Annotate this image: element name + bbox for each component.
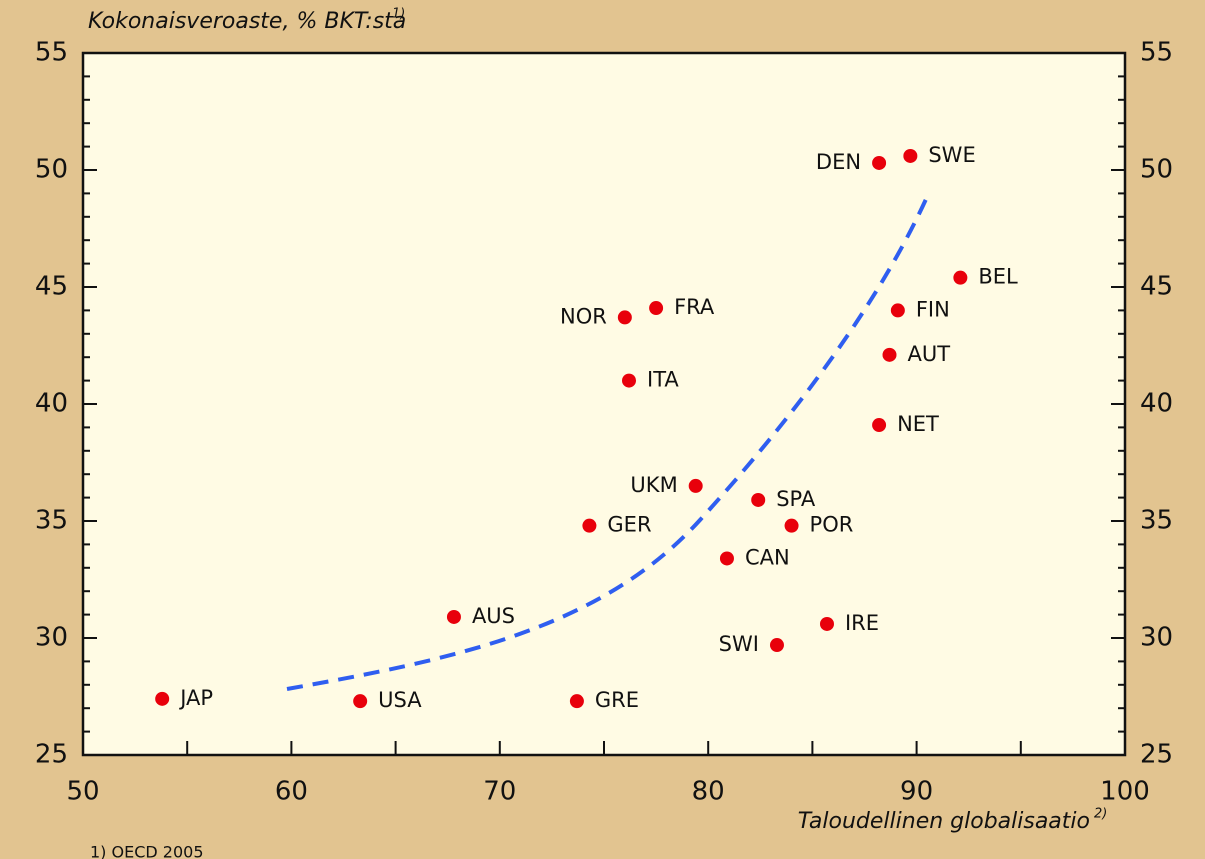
point [751, 492, 766, 507]
point [446, 609, 461, 624]
point-label: DEN [816, 150, 861, 174]
point [569, 694, 584, 709]
y-tick-label: 30 [35, 623, 68, 653]
point [719, 551, 734, 566]
x-tick-label: 100 [1100, 777, 1150, 807]
footnote: 1) OECD 2005 [90, 843, 204, 859]
trend-curve [286, 196, 929, 691]
x-tick-label: 90 [900, 777, 933, 807]
point [784, 518, 799, 533]
y2-tick-label: 45 [1140, 272, 1173, 302]
point-label: GER [607, 513, 651, 537]
y-tick-label: 40 [35, 389, 68, 419]
y-tick-label: 55 [35, 38, 68, 68]
point [890, 303, 905, 318]
y2-tick-label: 30 [1140, 623, 1173, 653]
point [582, 518, 597, 533]
y2-tick-label: 25 [1140, 740, 1173, 770]
point [622, 373, 637, 388]
point-label: NOR [560, 304, 607, 328]
point [688, 478, 703, 493]
point-label: BEL [978, 265, 1018, 289]
x-tick-label: 70 [483, 777, 516, 807]
point-label: SWE [928, 143, 975, 167]
x-tick-label: 60 [275, 777, 308, 807]
point [353, 694, 368, 709]
y2-tick-label: 35 [1140, 506, 1173, 536]
point [872, 418, 887, 433]
point-label: AUS [472, 604, 515, 628]
x-tick-label: 80 [692, 777, 725, 807]
point [617, 310, 632, 325]
point-label: GRE [595, 688, 639, 712]
y-tick-label: 45 [35, 272, 68, 302]
x-axis-label: Taloudellinen globalisaatio [798, 809, 1090, 834]
point-label: CAN [745, 545, 790, 569]
point-label: IRE [845, 611, 879, 635]
point-label: NET [897, 412, 939, 436]
y2-tick-label: 50 [1140, 155, 1173, 185]
y-tick-label: 35 [35, 506, 68, 536]
point-label: SWI [719, 632, 759, 656]
point [872, 155, 887, 170]
point-label: UKM [630, 473, 677, 497]
point [882, 347, 897, 362]
point-label: ITA [647, 368, 679, 392]
point-label: JAP [178, 686, 213, 710]
x-tick-label: 50 [66, 777, 99, 807]
title-note: 1) [392, 7, 405, 22]
point-label: FRA [674, 295, 715, 319]
point-label: FIN [916, 297, 950, 321]
point [769, 638, 784, 653]
point [903, 148, 918, 163]
y2-tick-label: 55 [1140, 38, 1173, 68]
point [155, 691, 170, 706]
x-label-note: 2) [1094, 807, 1107, 822]
point [649, 301, 664, 316]
point-label: AUT [908, 342, 951, 366]
point-label: POR [810, 513, 854, 537]
chart-title: Kokonaisveroaste, % BKT:sta [88, 9, 406, 34]
y-tick-label: 50 [35, 155, 68, 185]
point-label: SPA [776, 487, 816, 511]
y2-tick-label: 40 [1140, 389, 1173, 419]
plot-area [81, 51, 1127, 757]
point [819, 616, 834, 631]
point-label: USA [378, 688, 422, 712]
y-tick-label: 25 [35, 740, 68, 770]
point [953, 270, 968, 285]
